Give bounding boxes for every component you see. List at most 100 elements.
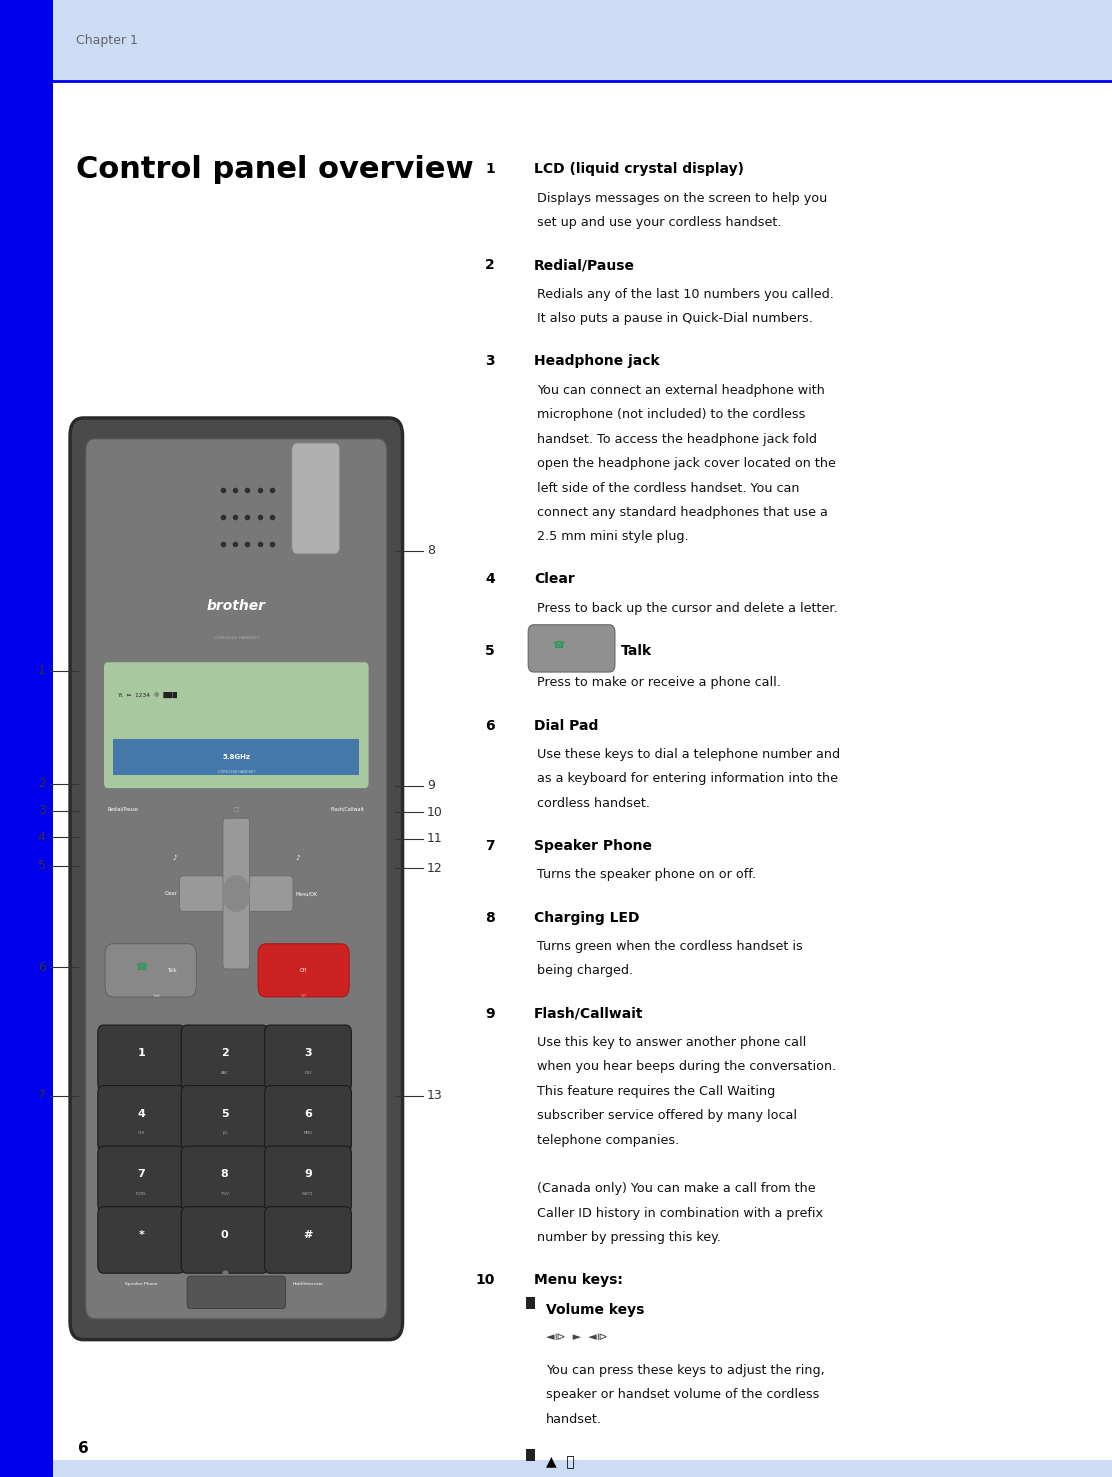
- Text: LCD (liquid crystal display): LCD (liquid crystal display): [534, 162, 744, 176]
- Text: 6: 6: [78, 1442, 89, 1456]
- Text: left side of the cordless handset. You can: left side of the cordless handset. You c…: [537, 482, 800, 495]
- Text: CORDLESS HANDSET: CORDLESS HANDSET: [214, 637, 259, 640]
- Text: Press to back up the cursor and delete a letter.: Press to back up the cursor and delete a…: [537, 603, 837, 614]
- Text: 2: 2: [38, 777, 46, 790]
- Text: Headphone jack: Headphone jack: [534, 354, 659, 368]
- Text: microphone (not included) to the cordless: microphone (not included) to the cordles…: [537, 409, 805, 421]
- Text: This feature requires the Call Waiting: This feature requires the Call Waiting: [537, 1086, 775, 1097]
- Text: ♪: ♪: [296, 855, 300, 861]
- Text: 9: 9: [427, 780, 435, 792]
- Text: 10: 10: [427, 806, 443, 818]
- Circle shape: [224, 876, 249, 911]
- FancyBboxPatch shape: [181, 1086, 268, 1152]
- Text: Off: Off: [300, 994, 307, 998]
- Bar: [113, 738, 359, 775]
- Bar: [0, 0, 1112, 81]
- Text: 5: 5: [221, 1109, 228, 1118]
- FancyBboxPatch shape: [265, 1146, 351, 1213]
- Bar: [0, 1461, 1112, 1477]
- Text: Talk: Talk: [153, 994, 160, 998]
- Text: ABC: ABC: [220, 1071, 229, 1075]
- Text: telephone companies.: telephone companies.: [537, 1134, 679, 1146]
- FancyBboxPatch shape: [98, 1025, 185, 1092]
- Text: WXYZ: WXYZ: [302, 1192, 314, 1196]
- Text: Speaker Phone: Speaker Phone: [125, 1282, 158, 1286]
- FancyBboxPatch shape: [98, 1146, 185, 1213]
- Text: 10: 10: [476, 1273, 495, 1286]
- FancyBboxPatch shape: [181, 1146, 268, 1213]
- Bar: [0, 1421, 53, 1477]
- Text: Dial Pad: Dial Pad: [534, 719, 598, 733]
- Text: 3: 3: [305, 1049, 311, 1058]
- Text: number by pressing this key.: number by pressing this key.: [537, 1232, 721, 1244]
- FancyBboxPatch shape: [180, 876, 294, 911]
- Text: 5: 5: [38, 860, 46, 871]
- Text: Redials any of the last 10 numbers you called.: Redials any of the last 10 numbers you c…: [537, 288, 834, 301]
- Text: brother: brother: [207, 598, 266, 613]
- Text: Menu/OK: Menu/OK: [296, 891, 317, 897]
- Text: Speaker Phone: Speaker Phone: [534, 839, 652, 852]
- Text: Redial/Pause: Redial/Pause: [108, 806, 139, 812]
- Text: 9: 9: [304, 1170, 312, 1179]
- Text: 1: 1: [485, 162, 495, 176]
- Text: ☎: ☎: [136, 963, 148, 972]
- Text: You can press these keys to adjust the ring,: You can press these keys to adjust the r…: [546, 1365, 825, 1377]
- FancyBboxPatch shape: [265, 1025, 351, 1092]
- Text: MNO: MNO: [304, 1131, 312, 1136]
- Text: Turns green when the cordless handset is: Turns green when the cordless handset is: [537, 941, 803, 953]
- Text: Control panel overview: Control panel overview: [76, 155, 474, 185]
- Text: Caller ID history in combination with a prefix: Caller ID history in combination with a …: [537, 1207, 823, 1220]
- Bar: [0, 0, 53, 81]
- Text: It also puts a pause in Quick-Dial numbers.: It also puts a pause in Quick-Dial numbe…: [537, 313, 813, 325]
- FancyBboxPatch shape: [224, 818, 249, 969]
- Text: JKL: JKL: [221, 1131, 228, 1136]
- Text: (Canada only) You can make a call from the: (Canada only) You can make a call from t…: [537, 1183, 816, 1195]
- FancyBboxPatch shape: [258, 944, 349, 997]
- Text: #: #: [304, 1230, 312, 1239]
- Text: Flash/Callwait: Flash/Callwait: [331, 806, 365, 812]
- Text: when you hear beeps during the conversation.: when you hear beeps during the conversat…: [537, 1060, 836, 1074]
- Text: 2: 2: [485, 258, 495, 272]
- Text: 6: 6: [38, 962, 46, 973]
- Text: Menu keys:: Menu keys:: [534, 1273, 623, 1286]
- FancyBboxPatch shape: [86, 439, 387, 1319]
- Text: 2: 2: [221, 1049, 228, 1058]
- Text: set up and use your cordless handset.: set up and use your cordless handset.: [537, 217, 782, 229]
- Text: Hold/Intercom: Hold/Intercom: [292, 1282, 324, 1286]
- Text: 6: 6: [304, 1109, 312, 1118]
- Text: 11: 11: [427, 833, 443, 845]
- Text: 9: 9: [485, 1007, 495, 1021]
- Text: GHI: GHI: [138, 1131, 145, 1136]
- Text: 8: 8: [221, 1170, 228, 1179]
- Text: 4: 4: [38, 830, 46, 843]
- Text: 5: 5: [485, 644, 495, 657]
- Text: Turns the speaker phone on or off.: Turns the speaker phone on or off.: [537, 868, 756, 882]
- Text: 5.8GHz: 5.8GHz: [222, 753, 250, 761]
- FancyBboxPatch shape: [70, 418, 403, 1340]
- Text: speaker or handset volume of the cordless: speaker or handset volume of the cordles…: [546, 1388, 820, 1402]
- Text: Clear: Clear: [534, 573, 575, 586]
- Text: 7: 7: [138, 1170, 145, 1179]
- Text: Y₁  ⇐  1234  ®  ███: Y₁ ⇐ 1234 ® ███: [117, 693, 177, 699]
- FancyBboxPatch shape: [528, 625, 615, 672]
- Text: being charged.: being charged.: [537, 964, 633, 978]
- FancyBboxPatch shape: [98, 1207, 185, 1273]
- FancyBboxPatch shape: [265, 1086, 351, 1152]
- FancyBboxPatch shape: [106, 944, 197, 997]
- FancyBboxPatch shape: [98, 1086, 185, 1152]
- FancyBboxPatch shape: [292, 443, 340, 554]
- Text: Flash/Callwait: Flash/Callwait: [534, 1007, 643, 1021]
- Text: 2.5 mm mini style plug.: 2.5 mm mini style plug.: [537, 530, 688, 544]
- Text: Redial/Pause: Redial/Pause: [534, 258, 635, 272]
- Text: 7: 7: [485, 839, 495, 852]
- Text: 7: 7: [38, 1090, 46, 1102]
- Text: cordless handset.: cordless handset.: [537, 798, 651, 809]
- Text: Use these keys to dial a telephone number and: Use these keys to dial a telephone numbe…: [537, 749, 841, 761]
- FancyBboxPatch shape: [187, 1276, 286, 1309]
- Text: Displays messages on the screen to help you: Displays messages on the screen to help …: [537, 192, 827, 205]
- Text: □: □: [234, 806, 239, 812]
- Text: 13: 13: [427, 1090, 443, 1102]
- Text: ☎: ☎: [553, 641, 564, 650]
- Text: 1: 1: [138, 1049, 145, 1058]
- Text: Off: Off: [300, 967, 307, 973]
